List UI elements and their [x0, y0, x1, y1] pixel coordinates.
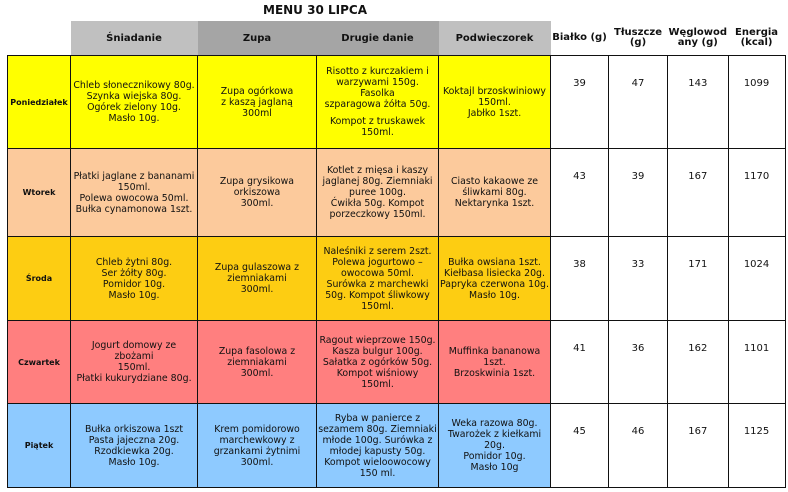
carbs-cell: 162 — [667, 320, 729, 404]
day-cell: Czwartek — [7, 320, 71, 404]
protein-cell: 39 — [550, 55, 609, 149]
main-drink-text: Kompot z truskawek 150ml. — [329, 116, 426, 138]
fat-cell: 39 — [608, 148, 668, 237]
header-carbs: Węglowod any (g) — [667, 21, 729, 56]
energy-cell: 1170 — [727, 148, 786, 237]
header-breakfast: Śniadanie — [70, 21, 198, 56]
table-row: Czwartek Jogurt domowy ze zbożami 150ml.… — [7, 320, 786, 404]
day-cell: Środa — [7, 236, 71, 321]
protein-cell: 45 — [550, 403, 609, 488]
snack-cell: Ciasto kakaowe ze śliwkami 80g. Nektaryn… — [438, 148, 551, 237]
menu-table: Śniadanie Zupa Drugie danie Podwieczorek… — [7, 21, 786, 488]
day-cell: Piątek — [7, 403, 71, 488]
protein-cell: 43 — [550, 148, 609, 237]
carbs-cell: 167 — [667, 403, 729, 488]
table-row: Piątek Bułka orkiszowa 1szt Pasta jajecz… — [7, 403, 786, 488]
protein-cell: 41 — [550, 320, 609, 404]
protein-cell: 38 — [550, 236, 609, 321]
main-text: Risotto z kurczakiem i warzywami 150g. F… — [324, 66, 431, 110]
soup-cell: Krem pomidorowo marchewkowy z grzankami … — [197, 403, 317, 488]
fat-cell: 46 — [608, 403, 668, 488]
energy-cell: 1024 — [727, 236, 786, 321]
header-main: Drugie danie — [316, 21, 439, 56]
soup-cell: Zupa fasolowa z ziemniakami 300ml. — [197, 320, 317, 404]
main-cell: Naleśniki z serem 2szt. Polewa jogurtowo… — [316, 236, 439, 321]
breakfast-cell: Chleb żytni 80g. Ser żółty 80g. Pomidor … — [70, 236, 198, 321]
carbs-cell: 167 — [667, 148, 729, 237]
energy-cell: 1125 — [727, 403, 786, 488]
header-protein: Białko (g) — [550, 21, 609, 56]
breakfast-cell: Chleb słonecznikowy 80g. Szynka wiejska … — [70, 55, 198, 149]
main-cell: Ragout wieprzowe 150g. Kasza bulgur 100g… — [316, 320, 439, 404]
breakfast-cell: Jogurt domowy ze zbożami 150ml. Płatki k… — [70, 320, 198, 404]
main-cell: Kotlet z mięsa i kaszy jaglanej 80g. Zie… — [316, 148, 439, 237]
snack-cell: Bułka owsiana 1szt. Kiełbasa lisiecka 20… — [438, 236, 551, 321]
day-cell: Wtorek — [7, 148, 71, 237]
breakfast-cell: Płatki jaglane z bananami 150ml. Polewa … — [70, 148, 198, 237]
carbs-cell: 143 — [667, 55, 729, 149]
header-fat: Tłuszcze (g) — [608, 21, 668, 56]
snack-cell: Muffinka bananowa 1szt. Brzoskwinia 1szt… — [438, 320, 551, 404]
soup-cell: Zupa ogórkowa z kaszą jaglaną 300ml — [197, 55, 317, 149]
snack-cell: Weka razowa 80g. Twarożek z kiełkami 20g… — [438, 403, 551, 488]
header-soup: Zupa — [197, 21, 317, 56]
soup-cell: Zupa grysikowa orkiszowa 300ml. — [197, 148, 317, 237]
table-row: Poniedziałek Chleb słonecznikowy 80g. Sz… — [7, 55, 786, 149]
energy-cell: 1099 — [727, 55, 786, 149]
main-cell: Ryba w panierce z sezamem 80g. Ziemniaki… — [316, 403, 439, 488]
table-row: Wtorek Płatki jaglane z bananami 150ml. … — [7, 148, 786, 237]
header-snack: Podwieczorek — [438, 21, 551, 56]
soup-cell: Zupa gulaszowa z ziemniakami 300ml. — [197, 236, 317, 321]
fat-cell: 36 — [608, 320, 668, 404]
fat-cell: 33 — [608, 236, 668, 321]
header-energy: Energia (kcal) — [728, 21, 786, 56]
fat-cell: 47 — [608, 55, 668, 149]
snack-cell: Koktajl brzoskwiniowy 150ml. Jabłko 1szt… — [438, 55, 551, 149]
table-row: Środa Chleb żytni 80g. Ser żółty 80g. Po… — [7, 236, 786, 321]
breakfast-cell: Bułka orkiszowa 1szt Pasta jajeczna 20g.… — [70, 403, 198, 488]
corner-cell — [7, 21, 71, 56]
day-cell: Poniedziałek — [7, 55, 71, 149]
page-title: MENU 30 LIPCA — [263, 3, 367, 17]
header-row: Śniadanie Zupa Drugie danie Podwieczorek… — [7, 21, 786, 56]
energy-cell: 1101 — [727, 320, 786, 404]
carbs-cell: 171 — [667, 236, 729, 321]
main-cell: Risotto z kurczakiem i warzywami 150g. F… — [316, 55, 439, 149]
